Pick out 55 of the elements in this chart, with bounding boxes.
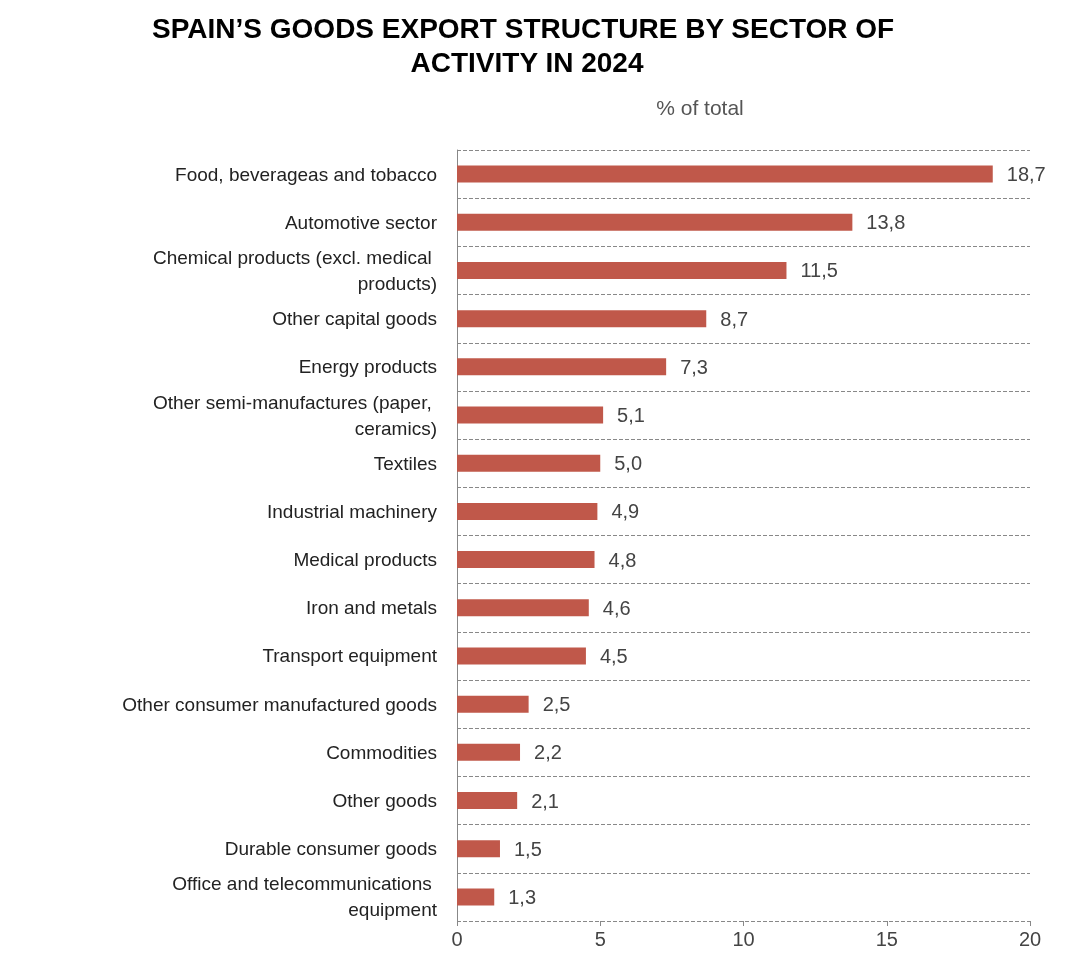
bar bbox=[457, 551, 595, 569]
bar bbox=[457, 743, 521, 761]
y-tick-label: Other goods bbox=[332, 790, 437, 812]
data-label: 4,9 bbox=[611, 500, 640, 523]
data-label: 5,1 bbox=[617, 404, 645, 427]
y-tick-label: Office and telecommunications equipment bbox=[172, 873, 438, 921]
y-tick-label: Iron and metals bbox=[306, 597, 437, 619]
bar bbox=[457, 406, 604, 424]
x-tick-label: 10 bbox=[732, 928, 755, 950]
bar bbox=[457, 647, 586, 665]
bar bbox=[457, 165, 993, 183]
data-label: 2,1 bbox=[531, 789, 559, 812]
bar bbox=[457, 213, 853, 231]
y-tick-label: Medical products bbox=[293, 549, 437, 571]
x-tick-label: 15 bbox=[875, 928, 898, 950]
bar bbox=[457, 358, 667, 376]
bar bbox=[457, 261, 787, 279]
data-label: 18,7 bbox=[1006, 163, 1046, 186]
data-label: 7,3 bbox=[680, 355, 708, 378]
data-label: 11,5 bbox=[800, 259, 838, 282]
y-tick-label: Automotive sector bbox=[284, 211, 438, 233]
data-label: 8,7 bbox=[720, 307, 749, 330]
data-label: 4,6 bbox=[602, 596, 631, 619]
data-label: 13,8 bbox=[866, 211, 906, 234]
y-tick-label: Commodities bbox=[326, 741, 437, 763]
bar bbox=[457, 888, 495, 906]
y-tick-label: Chemical products (excl. medical products) bbox=[152, 246, 437, 294]
y-tick-label: Textiles bbox=[373, 452, 437, 474]
y-tick-label: Other semi-manufactures (paper, ceramics) bbox=[152, 391, 437, 439]
y-tick-label: Energy products bbox=[298, 356, 437, 378]
x-tick-label: 0 bbox=[451, 928, 463, 950]
y-tick-label: Transport equipment bbox=[262, 645, 438, 667]
data-label: 4,5 bbox=[599, 644, 628, 667]
data-label: 1,5 bbox=[513, 837, 542, 860]
y-tick-label: Industrial machinery bbox=[266, 500, 438, 522]
bar bbox=[457, 454, 601, 472]
x-tick-label: 5 bbox=[594, 928, 606, 950]
data-label: 1,3 bbox=[508, 885, 537, 908]
chart-title: SPAIN’S GOODS EXPORT STRUCTURE BY SECTOR OF ACTIVITY IN 2024 bbox=[152, 12, 902, 78]
y-tick-label: Other consumer manufactured goods bbox=[122, 693, 437, 715]
y-tick-label: Other capital goods bbox=[272, 308, 437, 330]
y-tick-label: Durable consumer goods bbox=[224, 838, 437, 860]
data-label: 4,8 bbox=[608, 548, 637, 571]
bar bbox=[457, 792, 518, 810]
data-label: 2,2 bbox=[534, 741, 562, 764]
bar bbox=[457, 599, 589, 617]
bar bbox=[457, 695, 529, 713]
data-label: 5,0 bbox=[614, 452, 643, 475]
x-tick-label: 20 bbox=[1018, 928, 1042, 950]
y-tick-label: Food, beverageas and tobacco bbox=[175, 163, 437, 185]
x-axis-title: % of total bbox=[656, 96, 744, 119]
bar bbox=[457, 310, 707, 328]
bar bbox=[457, 840, 500, 858]
data-label: 2,5 bbox=[542, 693, 571, 716]
bar bbox=[457, 502, 598, 520]
